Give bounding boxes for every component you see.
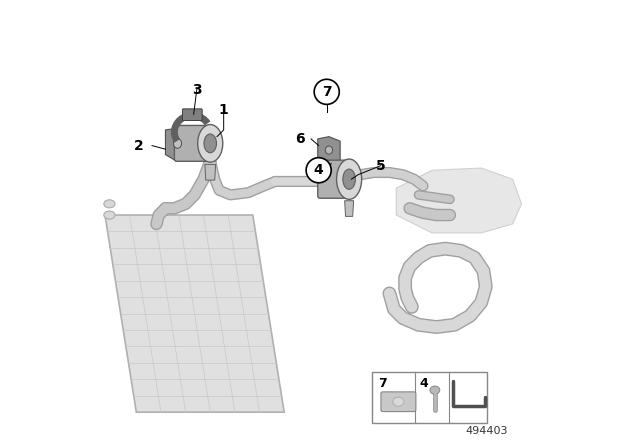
Polygon shape bbox=[165, 128, 190, 161]
Text: 6: 6 bbox=[295, 132, 305, 146]
Ellipse shape bbox=[337, 159, 362, 199]
Ellipse shape bbox=[393, 397, 404, 406]
Text: 4: 4 bbox=[419, 377, 428, 390]
Text: 7: 7 bbox=[378, 377, 387, 390]
Polygon shape bbox=[205, 164, 216, 180]
Text: 5: 5 bbox=[376, 159, 385, 173]
Ellipse shape bbox=[173, 138, 182, 148]
Polygon shape bbox=[396, 168, 522, 233]
FancyBboxPatch shape bbox=[317, 160, 351, 198]
Bar bbox=[372, 372, 486, 423]
Polygon shape bbox=[105, 215, 284, 412]
Ellipse shape bbox=[343, 169, 355, 189]
Text: 494403: 494403 bbox=[465, 426, 508, 436]
Ellipse shape bbox=[430, 386, 440, 394]
Polygon shape bbox=[344, 201, 353, 216]
Polygon shape bbox=[317, 137, 340, 164]
Circle shape bbox=[314, 79, 339, 104]
Ellipse shape bbox=[104, 211, 115, 219]
Circle shape bbox=[306, 158, 332, 183]
Ellipse shape bbox=[325, 146, 333, 154]
FancyBboxPatch shape bbox=[381, 392, 416, 412]
Ellipse shape bbox=[104, 200, 115, 208]
Text: 4: 4 bbox=[314, 163, 324, 177]
Ellipse shape bbox=[204, 134, 216, 153]
Text: 7: 7 bbox=[322, 85, 332, 99]
Text: 3: 3 bbox=[192, 82, 202, 97]
FancyBboxPatch shape bbox=[182, 109, 202, 121]
Text: 2: 2 bbox=[134, 138, 143, 153]
Ellipse shape bbox=[198, 125, 223, 162]
FancyBboxPatch shape bbox=[174, 125, 212, 161]
Text: 1: 1 bbox=[219, 103, 228, 117]
